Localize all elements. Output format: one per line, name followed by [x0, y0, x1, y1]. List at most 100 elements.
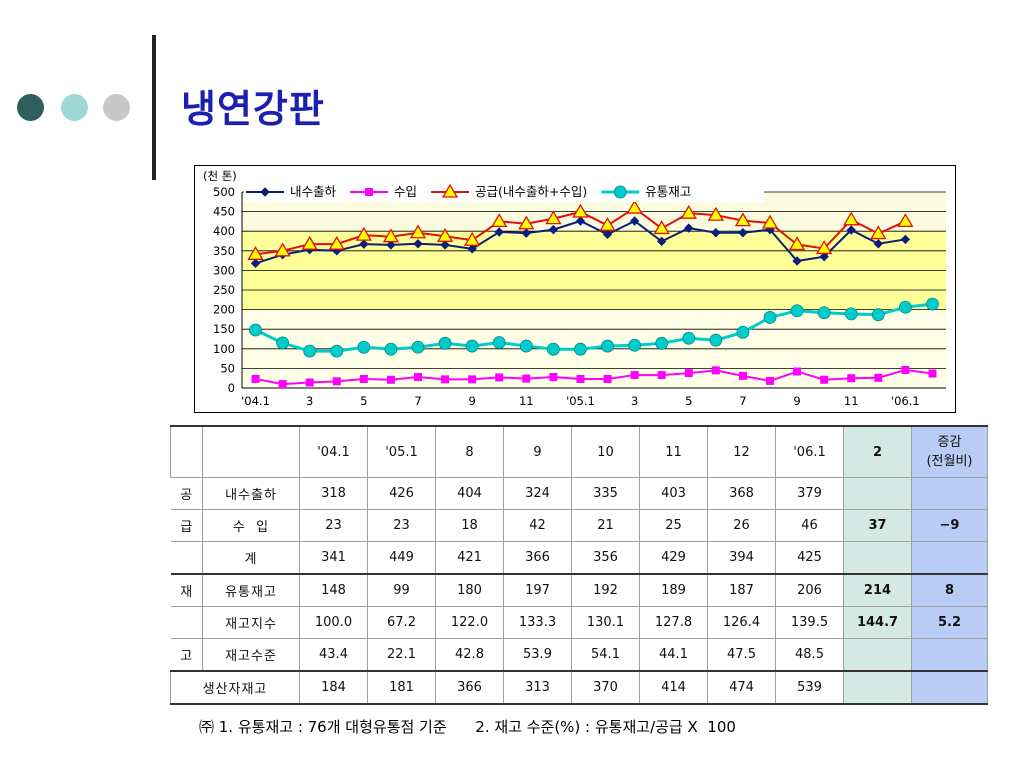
triangle-marker	[599, 217, 616, 231]
table-cell: 313	[503, 670, 572, 705]
circle-marker	[790, 304, 804, 318]
circle-marker	[465, 339, 479, 353]
square-marker	[630, 371, 639, 380]
x-tick-label: 7	[414, 394, 421, 408]
diamond-marker	[260, 187, 270, 197]
table-cell: 100.0	[299, 606, 368, 639]
diamond-marker	[819, 251, 829, 262]
triangle-marker	[843, 211, 860, 226]
table-cell-change: −9	[911, 509, 988, 542]
square-marker	[874, 373, 883, 382]
square-marker	[793, 367, 802, 376]
table-cell: 404	[435, 477, 504, 510]
table-cell: 127.8	[639, 606, 708, 639]
footnote: ㈜ 1. 유통재고 : 76개 대형유통점 기준 2. 재고 수준(%) : 유…	[199, 718, 736, 736]
table-cell: 54.1	[571, 638, 640, 672]
title-divider	[152, 35, 156, 180]
table-cell: 335	[571, 477, 640, 510]
header-cell-change: 증감 (전월비)	[911, 425, 988, 478]
diamond-marker	[440, 240, 450, 250]
table-cell: 379	[775, 477, 844, 510]
triangle-marker	[707, 206, 724, 221]
table-cell-current: 37	[843, 509, 912, 542]
table-cell: 324	[503, 477, 572, 510]
diamond-marker	[846, 225, 856, 235]
table-cell-change: 8	[911, 573, 988, 607]
header-cell: 12	[707, 425, 776, 478]
table-cell: 366	[435, 670, 504, 705]
triangle-marker	[328, 235, 345, 250]
circle-marker	[546, 342, 560, 356]
circle-marker	[613, 185, 627, 199]
table-cell: 370	[571, 670, 640, 705]
triangle-marker	[491, 213, 508, 228]
table-cell-current	[843, 541, 912, 575]
table-cell: 23	[299, 509, 368, 542]
triangle-marker	[734, 212, 752, 227]
table-cell-change	[911, 670, 988, 705]
square-marker	[251, 374, 260, 383]
table-cell: 67.2	[367, 606, 436, 639]
x-tick-label: '05.1	[566, 394, 595, 408]
x-tick-label: 11	[844, 394, 859, 408]
table-cell: 130.1	[571, 606, 640, 639]
circle-marker	[844, 307, 858, 321]
table-cell: 181	[367, 670, 436, 705]
square-marker	[901, 365, 910, 374]
triangle-marker	[301, 235, 318, 250]
diamond-marker	[521, 228, 532, 238]
table-cell: 53.9	[503, 638, 572, 672]
table-cell: 187	[707, 573, 776, 607]
square-marker	[847, 374, 856, 383]
square-marker	[441, 375, 450, 384]
x-tick-label: 9	[468, 394, 475, 408]
table-cell: 148	[299, 573, 368, 607]
triangle-marker	[247, 246, 264, 260]
y-tick-label: 350	[213, 244, 235, 258]
triangle-marker	[441, 183, 459, 198]
header-cell	[170, 425, 203, 478]
x-tick-label: 7	[739, 394, 746, 408]
table-cell-current	[843, 670, 912, 705]
circle-marker	[574, 342, 587, 356]
table-cell: 44.1	[639, 638, 708, 672]
header-cell: '04.1	[299, 425, 368, 478]
table-cell: 47.5	[707, 638, 776, 672]
table-row: 고 재고수준 43.4 22.1 42.8 53.9 54.1 44.1 47.…	[170, 638, 988, 672]
table-cell: 197	[503, 573, 572, 607]
decor-dot-2	[61, 94, 88, 121]
triangle-marker	[897, 213, 914, 228]
circle-marker	[655, 336, 669, 350]
table-cell: 133.3	[503, 606, 572, 639]
square-marker	[766, 376, 774, 385]
x-tick-label: 11	[519, 394, 534, 408]
x-tick-label: '06.1	[891, 394, 920, 408]
table-cell: 366	[503, 541, 572, 575]
table-cell: 368	[707, 477, 776, 510]
table-cell: 206	[775, 573, 844, 607]
circle-marker	[709, 333, 723, 347]
diamond-marker	[684, 223, 694, 233]
table-cell: 42	[503, 509, 572, 542]
x-tick-label: 9	[793, 394, 800, 408]
y-tick-label: 200	[213, 303, 235, 317]
square-marker	[414, 373, 422, 382]
group-label: 고	[170, 638, 203, 672]
y-tick-label: 250	[213, 283, 235, 297]
table-cell-current	[843, 638, 912, 672]
diamond-marker	[494, 227, 504, 237]
row-label: 유통재고	[202, 573, 300, 607]
line-chart: 0 50 100 150 200 250 300 350 400 450 500 '04.1 3 5 7 9 1…	[194, 165, 956, 413]
legend-label: 유통재고	[645, 184, 691, 199]
header-cell: 11	[639, 425, 708, 478]
triangle-marker	[464, 231, 481, 246]
table-cell: 449	[367, 541, 436, 575]
table-cell: 426	[367, 477, 436, 510]
legend-box	[244, 182, 764, 202]
square-marker	[365, 188, 374, 196]
square-marker	[576, 374, 585, 383]
circle-marker	[519, 339, 533, 353]
x-tick-label: '04.1	[241, 394, 270, 408]
table-header-row: '04.1 '05.1 8 9 10 11 12 '06.1 2 증감 (전월비…	[170, 425, 988, 478]
row-label: 내수출하	[202, 477, 300, 510]
